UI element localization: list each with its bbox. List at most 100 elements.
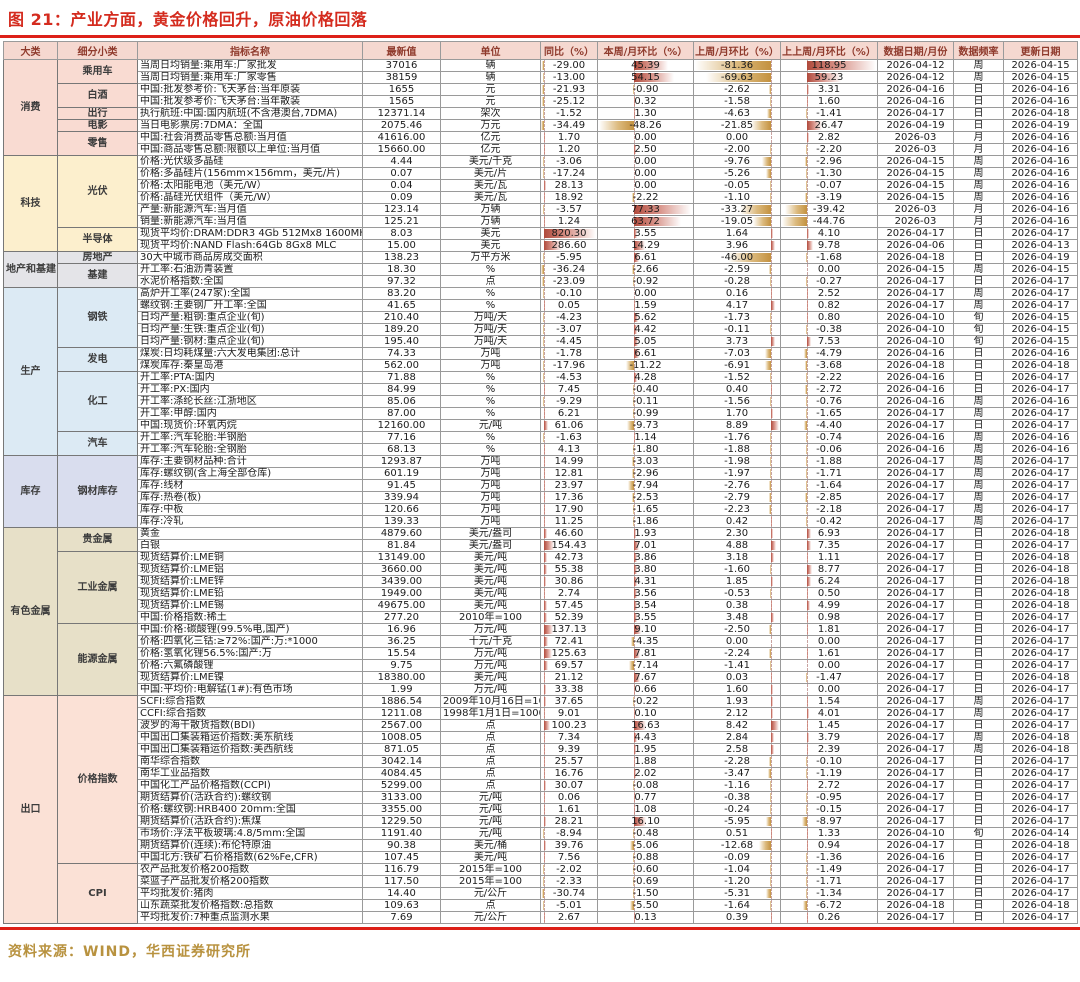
prev2-wow-cell: -2.22 [780, 371, 878, 384]
positive-data-bar [806, 601, 810, 610]
unit-cell: 美元 [440, 227, 541, 240]
indicator-name-cell: 库存:中板 [137, 503, 363, 516]
yoy-cell: 1.70 [540, 131, 598, 144]
prev2-wow-cell: -2.85 [780, 491, 878, 504]
bar-axis [634, 468, 636, 479]
bar-axis [543, 120, 545, 131]
latest-value-cell: 74.33 [362, 347, 441, 360]
table-row: 开工率:汽车轮胎:全钢胎 68.13% 4.13 -1.80 -1.88 -0.06 202… [4, 443, 1078, 456]
update-date-cell: 2026-04-17 [1003, 755, 1078, 768]
frequency-cell: 日 [953, 575, 1004, 588]
latest-value-cell: 1229.50 [362, 815, 441, 828]
frequency-cell: 日 [953, 755, 1004, 768]
yoy-cell: 7.56 [540, 851, 598, 864]
negative-data-bar [632, 829, 635, 838]
indicator-name-cell: 中国化工产品价格指数(CCPI) [137, 779, 363, 792]
bar-axis [634, 780, 636, 791]
column-header: 细分小类 [57, 41, 138, 60]
prev2-wow-cell: 0.98 [780, 611, 878, 624]
positive-data-bar [771, 241, 775, 250]
bar-axis [806, 108, 808, 119]
positive-data-bar [634, 529, 636, 538]
latest-value-cell: 195.40 [362, 335, 441, 348]
negative-data-bar [541, 61, 544, 70]
positive-data-bar [771, 229, 773, 238]
positive-data-bar [806, 781, 809, 790]
latest-value-cell: 0.04 [362, 179, 441, 192]
bar-axis [806, 372, 808, 383]
positive-data-bar [771, 301, 775, 310]
positive-data-bar [543, 673, 546, 682]
negative-data-bar [768, 85, 772, 94]
indicator-name-cell: 库存:热卷(板) [137, 491, 363, 504]
data-date-cell: 2026-04-17 [877, 743, 954, 756]
table-row: 波罗的海干散货指数(BDI) 2567.00 点 100.23 16.63 8.42 1.4… [4, 719, 1078, 732]
update-date-cell: 2026-04-17 [1003, 887, 1078, 900]
latest-value-cell: 3133.00 [362, 791, 441, 804]
indicator-name-cell: 执行航班:中国:国内航班(不含港澳台,7DMA) [137, 107, 363, 120]
table-row: 库存:线材 91.45 万吨 23.97 -7.94 -2.76 -1.64 2026-04-… [4, 479, 1078, 492]
indicator-name-cell: 现货结算价:LME镍 [137, 671, 363, 684]
indicator-name-cell: 菜篮子产品批发价格200指数 [137, 875, 363, 888]
prev-wow-cell: 0.00 [693, 635, 781, 648]
positive-data-bar [771, 409, 773, 418]
bar-axis [771, 360, 773, 371]
prev-wow-cell: -1.76 [693, 431, 781, 444]
positive-data-bar [806, 733, 810, 742]
bar-axis [771, 252, 773, 263]
positive-data-bar [771, 745, 774, 754]
positive-data-bar [634, 625, 641, 634]
prev2-wow-cell: 0.50 [780, 587, 878, 600]
bar-axis [806, 264, 808, 275]
table-row: 产量:新能源汽车:当月值 123.14 万辆 -3.57 77.33 -33.27 -39.… [4, 203, 1078, 216]
negative-data-bar [628, 481, 635, 490]
negative-data-bar [542, 277, 544, 286]
indicator-name-cell: 开工率:PX:国内 [137, 383, 363, 396]
indicator-name-cell: 市场价:浮法平板玻璃:4.8/5mm:全国 [137, 827, 363, 840]
indicator-name-cell: 开工率:石油沥青装置 [137, 263, 363, 276]
subcategory-cell: 发电 [57, 347, 138, 372]
negative-data-bar [805, 877, 807, 886]
prev2-wow-cell: -1.71 [780, 875, 878, 888]
subcategory-cell: 基建 [57, 263, 138, 288]
indicator-name-cell: 现货结算价:LME铜 [137, 551, 363, 564]
yoy-cell: -3.57 [540, 203, 598, 216]
bar-axis [634, 492, 636, 503]
positive-data-bar [634, 577, 638, 586]
positive-data-bar [543, 421, 548, 430]
bar-axis [771, 756, 773, 767]
positive-data-bar [634, 109, 636, 118]
prev2-wow-cell: -3.19 [780, 191, 878, 204]
negative-data-bar [632, 865, 635, 874]
yoy-cell: -0.10 [540, 287, 598, 300]
column-header: 数据日期/月份 [877, 41, 954, 60]
table-row: 发电 煤炭:日均耗煤量:六大发电集团:总计 74.33 万吨 -1.78 6.61 -7.0… [4, 347, 1078, 372]
update-date-cell: 2026-04-17 [1003, 383, 1078, 396]
positive-data-bar [543, 625, 553, 634]
frequency-cell: 周 [953, 191, 1004, 204]
bar-axis [806, 888, 808, 899]
latest-value-cell: 1886.54 [362, 695, 441, 708]
data-date-cell: 2026-04-17 [877, 455, 954, 468]
column-header: 本周/月环比（%） [597, 41, 694, 60]
indicator-name-cell: 开工率:甲醇:国内 [137, 407, 363, 420]
yoy-cell: 1.61 [540, 803, 598, 816]
prev2-wow-cell: 1.11 [780, 551, 878, 564]
bar-axis [771, 768, 773, 779]
positive-data-bar [806, 709, 810, 718]
bar-axis [634, 828, 636, 839]
negative-data-bar [770, 805, 772, 814]
positive-data-bar [771, 697, 774, 706]
negative-data-bar [805, 109, 807, 118]
positive-data-bar [634, 241, 645, 250]
yoy-cell: 39.76 [540, 839, 598, 852]
bar-axis [543, 168, 545, 179]
latest-value-cell: 38159 [362, 71, 441, 84]
yoy-cell: 14.99 [540, 455, 598, 468]
prev-wow-cell: -1.98 [693, 455, 781, 468]
positive-data-bar [634, 745, 636, 754]
negative-data-bar [770, 781, 772, 790]
data-date-cell: 2026-04-12 [877, 59, 954, 72]
bar-axis [806, 504, 808, 515]
prev-wow-cell: 1.70 [693, 407, 781, 420]
